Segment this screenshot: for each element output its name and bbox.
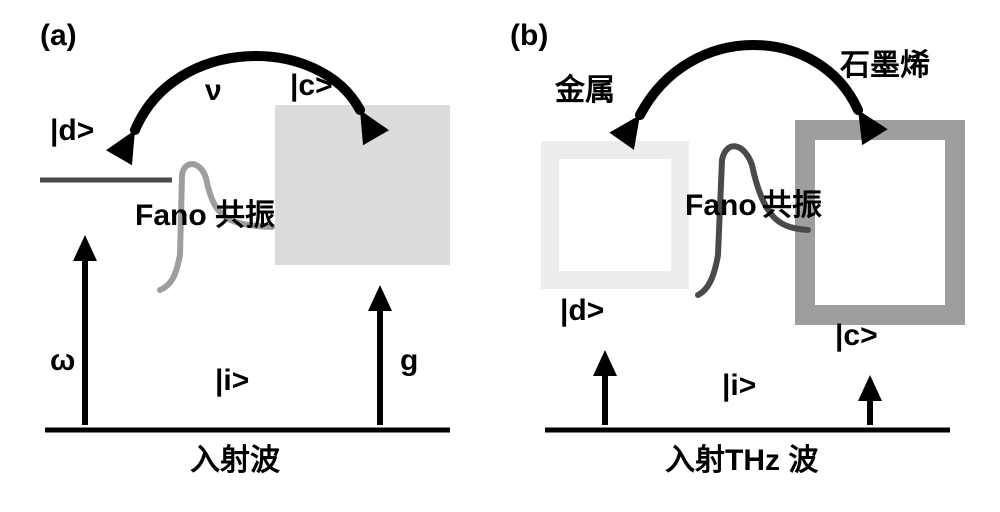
arrow-b-right-head (858, 375, 882, 401)
incident-thz-label: 入射THz 波 (665, 444, 819, 477)
fano-label-cjk-a: 共振 (215, 199, 275, 232)
metal-label: 金属 (554, 73, 615, 107)
g-label: g (400, 344, 418, 377)
d-label: |d> (50, 114, 94, 147)
d-label-b: |d> (560, 294, 604, 327)
omega-label: ω (50, 344, 75, 377)
fano-label-en-b: Fano (685, 189, 757, 222)
nu-label: ν (205, 74, 222, 107)
i-label-a: |i> (215, 364, 249, 397)
i-label-b: |i> (722, 369, 756, 402)
panel-a-tag: (a) (40, 19, 77, 52)
metal-ring (550, 150, 680, 280)
arrow-g-head (368, 285, 392, 311)
fano-label-cjk-b: 共振 (762, 189, 822, 222)
graphene-ring (805, 130, 955, 315)
graphene-label: 石墨烯 (839, 49, 930, 82)
fano-label-en-a: Fano (135, 199, 207, 232)
coupling-b-arc (640, 45, 858, 115)
coupling-a-head-l (106, 130, 135, 165)
panel-b-tag: (b) (510, 19, 548, 52)
c-label-b: |c> (835, 319, 878, 352)
arrow-omega-head (73, 235, 97, 261)
arrow-b-left-head (593, 350, 617, 376)
incident-wave-label: 入射波 (190, 444, 281, 477)
